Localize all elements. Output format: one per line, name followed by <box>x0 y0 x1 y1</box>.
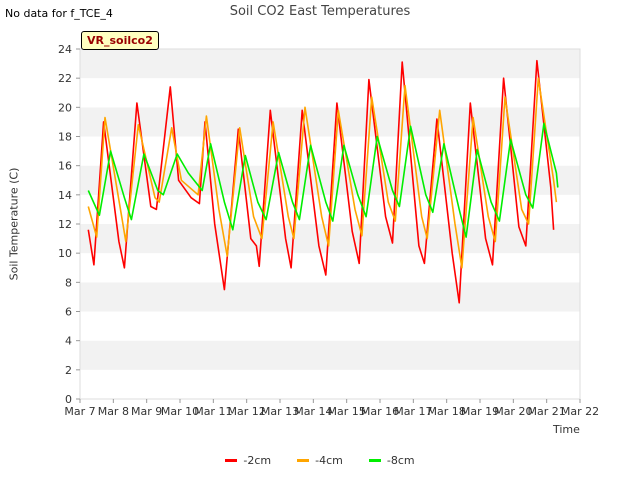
series-line-minus-4cm <box>87 77 558 269</box>
legend-item-4cm: -4cm <box>297 454 343 467</box>
y-tick-label: 24 <box>58 43 72 56</box>
y-tick-label: 6 <box>65 306 72 319</box>
x-tick-label: Mar 10 <box>161 405 199 418</box>
y-tick-label: 10 <box>58 247 72 260</box>
legend-label-4cm: -4cm <box>315 454 343 467</box>
grid-band <box>80 340 580 370</box>
y-tick-label: 18 <box>58 131 72 144</box>
x-tick-label: Mar 16 <box>361 405 399 418</box>
grid-band <box>80 107 580 137</box>
site-badge: VR_soilco2 <box>81 31 159 50</box>
x-tick-label: Mar 20 <box>494 405 532 418</box>
x-tick-label: Mar 18 <box>428 405 466 418</box>
x-tick-label: Mar 11 <box>194 405 232 418</box>
y-tick-label: 8 <box>65 276 72 289</box>
grid-band <box>80 136 580 166</box>
x-tick-label: Mar 12 <box>228 405 266 418</box>
legend-label-8cm: -8cm <box>386 454 415 467</box>
y-tick-label: 20 <box>58 101 72 114</box>
x-tick-label: Mar 15 <box>328 405 366 418</box>
chart-title: Soil CO2 East Temperatures <box>229 4 411 19</box>
y-tick-label: 12 <box>58 218 72 231</box>
x-axis-label: Time <box>553 423 580 436</box>
chart-legend: -2cm -4cm -8cm <box>0 454 640 467</box>
x-tick-label: Mar 14 <box>294 405 332 418</box>
series-lines <box>87 59 559 304</box>
x-tick-label: Mar 8 <box>98 405 129 418</box>
y-axis-label: Soil Temperature (C) <box>7 167 21 281</box>
no-data-note: No data for f_TCE_4 <box>5 7 113 20</box>
x-tick-label: Mar 19 <box>461 405 499 418</box>
grid-band <box>80 311 580 341</box>
x-tick-label: Mar 7 <box>64 405 95 418</box>
y-tick-label: 2 <box>65 364 72 377</box>
grid-band <box>80 253 580 283</box>
x-tick-label: Mar 17 <box>394 405 432 418</box>
grid-band <box>80 369 580 399</box>
legend-swatch-4cm <box>297 459 310 462</box>
grid-band <box>80 282 580 312</box>
legend-swatch-8cm <box>368 459 381 462</box>
x-tick-label: Mar 9 <box>131 405 162 418</box>
grid-band <box>80 78 580 108</box>
legend-swatch-2cm <box>225 459 238 462</box>
series-line-minus-2cm <box>87 59 555 304</box>
legend-label-2cm: -2cm <box>243 454 272 467</box>
x-tick-label: Mar 13 <box>261 405 299 418</box>
y-tick-label: 0 <box>65 393 72 406</box>
legend-item-2cm: -2cm <box>225 454 271 467</box>
y-tick-label: 4 <box>65 335 72 348</box>
series-line-minus-8cm <box>87 122 559 238</box>
y-tick-label: 22 <box>58 72 72 85</box>
y-tick-label: 16 <box>58 160 72 173</box>
legend-item-8cm: -8cm <box>368 454 415 467</box>
x-tick-label: Mar 21 <box>528 405 566 418</box>
grid-band <box>80 49 580 79</box>
x-tick-label: Mar 22 <box>561 405 599 418</box>
y-tick-label: 14 <box>58 189 72 202</box>
